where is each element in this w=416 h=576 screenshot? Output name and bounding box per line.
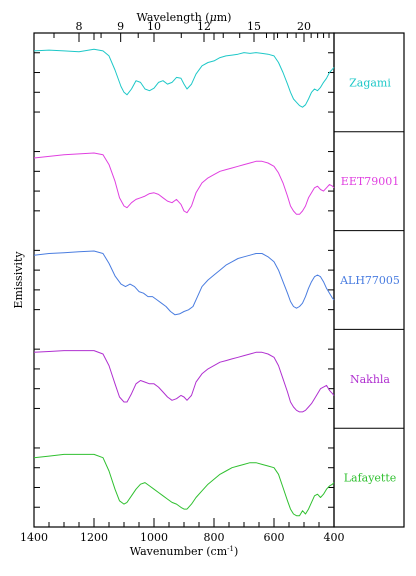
x-tick-label: 400 bbox=[324, 531, 345, 544]
series-label-lafayette: Lafayette bbox=[344, 472, 397, 485]
axis-ticks: 1400 1200 1000 800 600 400 8 9 10 12 15 20 bbox=[20, 20, 404, 544]
x-tick-label: 1400 bbox=[20, 531, 48, 544]
series-label-zagami: Zagami bbox=[349, 76, 391, 89]
x2-tick-label: 8 bbox=[76, 20, 83, 33]
series-line-lafayette bbox=[33, 453, 335, 517]
x2-tick-label: 9 bbox=[117, 20, 124, 33]
x-tick-label: 800 bbox=[204, 531, 225, 544]
x2-tick-label: 10 bbox=[147, 20, 161, 33]
x2-tick-label: 20 bbox=[297, 20, 311, 33]
x-tick-label: 1200 bbox=[80, 531, 108, 544]
series-label-eet79001: EET79001 bbox=[341, 175, 399, 188]
series-line-nakhla bbox=[33, 350, 335, 413]
bottom-axis-label: Wavenumber (cm-1) bbox=[130, 545, 239, 558]
series-lines bbox=[33, 48, 335, 517]
y-axis-label: Emissivity bbox=[12, 251, 25, 309]
series-line-alh77005 bbox=[33, 250, 335, 316]
x-tick-label: 600 bbox=[264, 531, 285, 544]
x2-tick-label: 12 bbox=[197, 20, 211, 33]
series-line-zagami bbox=[33, 48, 335, 108]
legend-column-frame bbox=[333, 32, 405, 528]
series-labels: Zagami EET79001 ALH77005 Nakhla Lafayette bbox=[339, 76, 400, 484]
series-line-eet79001 bbox=[33, 152, 335, 215]
series-label-alh77005: ALH77005 bbox=[339, 274, 400, 287]
series-label-nakhla: Nakhla bbox=[350, 373, 390, 386]
x-tick-label: 1000 bbox=[140, 531, 168, 544]
x2-tick-label: 15 bbox=[247, 20, 261, 33]
top-axis-label: Wavelength (μm) bbox=[137, 11, 232, 24]
plot-area-frame bbox=[33, 32, 335, 528]
